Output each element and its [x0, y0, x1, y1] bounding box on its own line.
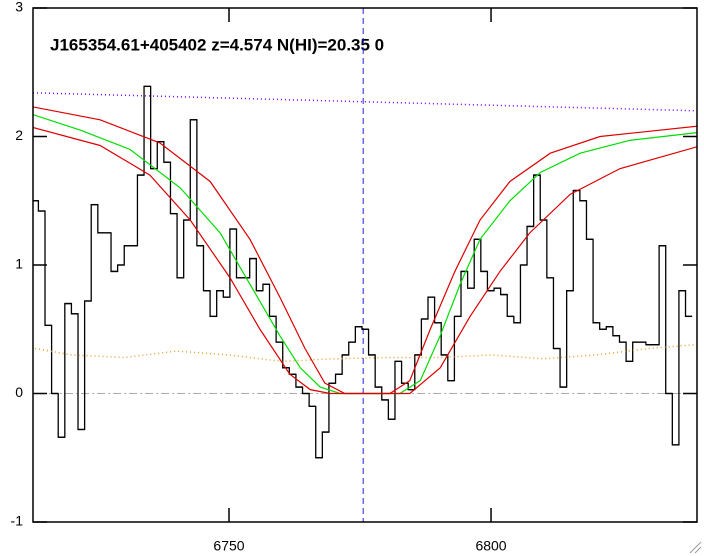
x-tick-label: 6800: [475, 538, 506, 554]
x-tick-label: 6750: [213, 538, 244, 554]
y-tick-label: -1: [11, 513, 24, 529]
plot-area: [33, 8, 697, 522]
dotted-curve: [34, 343, 696, 363]
y-tick-label: 2: [15, 127, 23, 143]
dotted-curve: [33, 92, 697, 112]
flux-connector: [33, 85, 693, 459]
plot-frame: [32, 7, 698, 523]
model-curve: [33, 114, 697, 395]
resize-grip: [689, 541, 702, 554]
chart-title: J165354.61+405402 z=4.574 N(HI)=20.35 0: [50, 35, 384, 54]
model-curve: [33, 106, 697, 395]
y-tick-label: 3: [15, 0, 23, 15]
y-tick-label: 1: [15, 256, 23, 272]
model-curve: [33, 126, 697, 395]
y-tick-label: 0: [15, 384, 23, 400]
